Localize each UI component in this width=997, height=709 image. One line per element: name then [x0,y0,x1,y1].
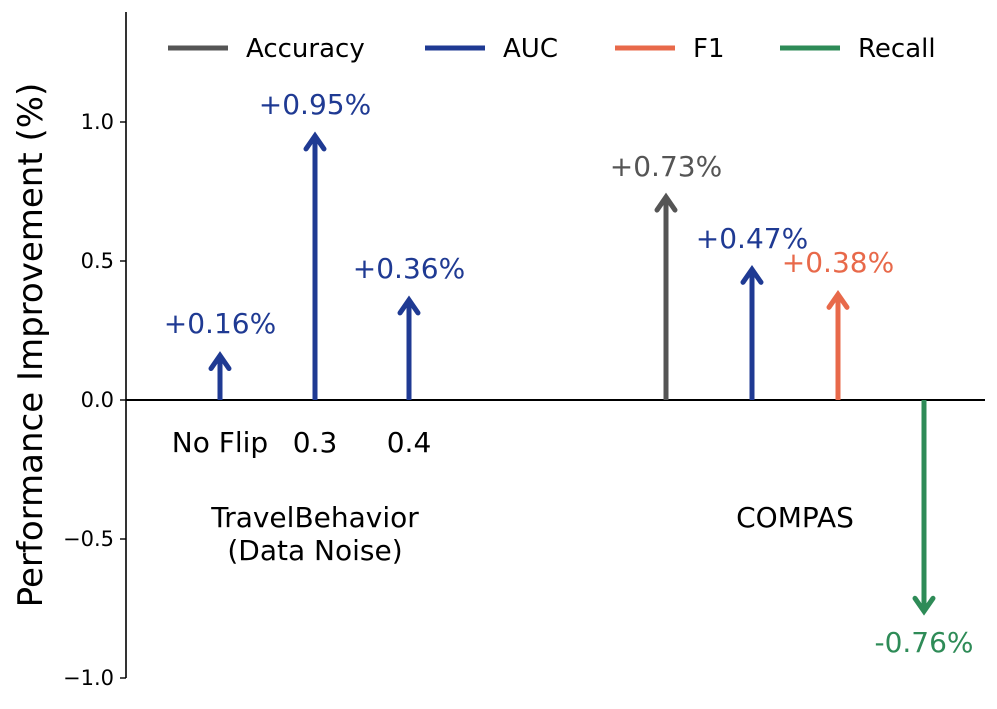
arrow-head [397,295,421,316]
arrow-accuracy-3 [654,192,678,400]
value-label: +0.38% [782,246,894,279]
value-label: +0.36% [353,252,465,285]
y-tick-label: 0.5 [81,249,114,273]
y-tick-label: 0.0 [81,388,114,412]
arrow-auc-1 [303,131,327,400]
arrow-head [654,192,678,213]
arrow-head [826,289,850,310]
y-tick-label: −0.5 [63,527,114,551]
legend-item-auc: AUC [425,34,558,64]
value-label: +0.95% [259,88,371,121]
category-label: 0.4 [387,426,432,459]
legend-item-f1: F1 [615,34,725,64]
legend-label: Recall [858,34,936,64]
group-label-line2: (Data Noise) [227,534,402,567]
legend-item-accuracy: Accuracy [168,34,365,64]
value-label: -0.76% [874,626,973,659]
group-label: TravelBehavior [210,501,419,534]
group-label: COMPAS [736,501,854,534]
arrow-head [208,351,232,372]
category-label: No Flip [172,426,268,459]
arrow-f1-5 [826,289,850,400]
arrow-head [912,595,936,616]
y-tick-label: −1.0 [63,666,114,690]
legend-item-recall: Recall [780,34,936,64]
arrow-auc-2 [397,295,421,400]
value-label: +0.73% [610,150,722,183]
y-tick-label: 1.0 [81,110,114,134]
arrow-auc-0 [208,351,232,400]
category-label: 0.3 [293,426,338,459]
legend-label: F1 [693,34,725,64]
legend-label: AUC [503,34,558,64]
legend-label: Accuracy [246,34,365,64]
arrow-head [303,131,327,152]
arrow-head [740,264,764,285]
arrow-recall-6 [912,400,936,616]
value-label: +0.47% [696,222,808,255]
y-axis-label: Performance Improvement (%) [11,83,51,608]
value-label: +0.16% [164,307,276,340]
arrow-auc-4 [740,264,764,400]
